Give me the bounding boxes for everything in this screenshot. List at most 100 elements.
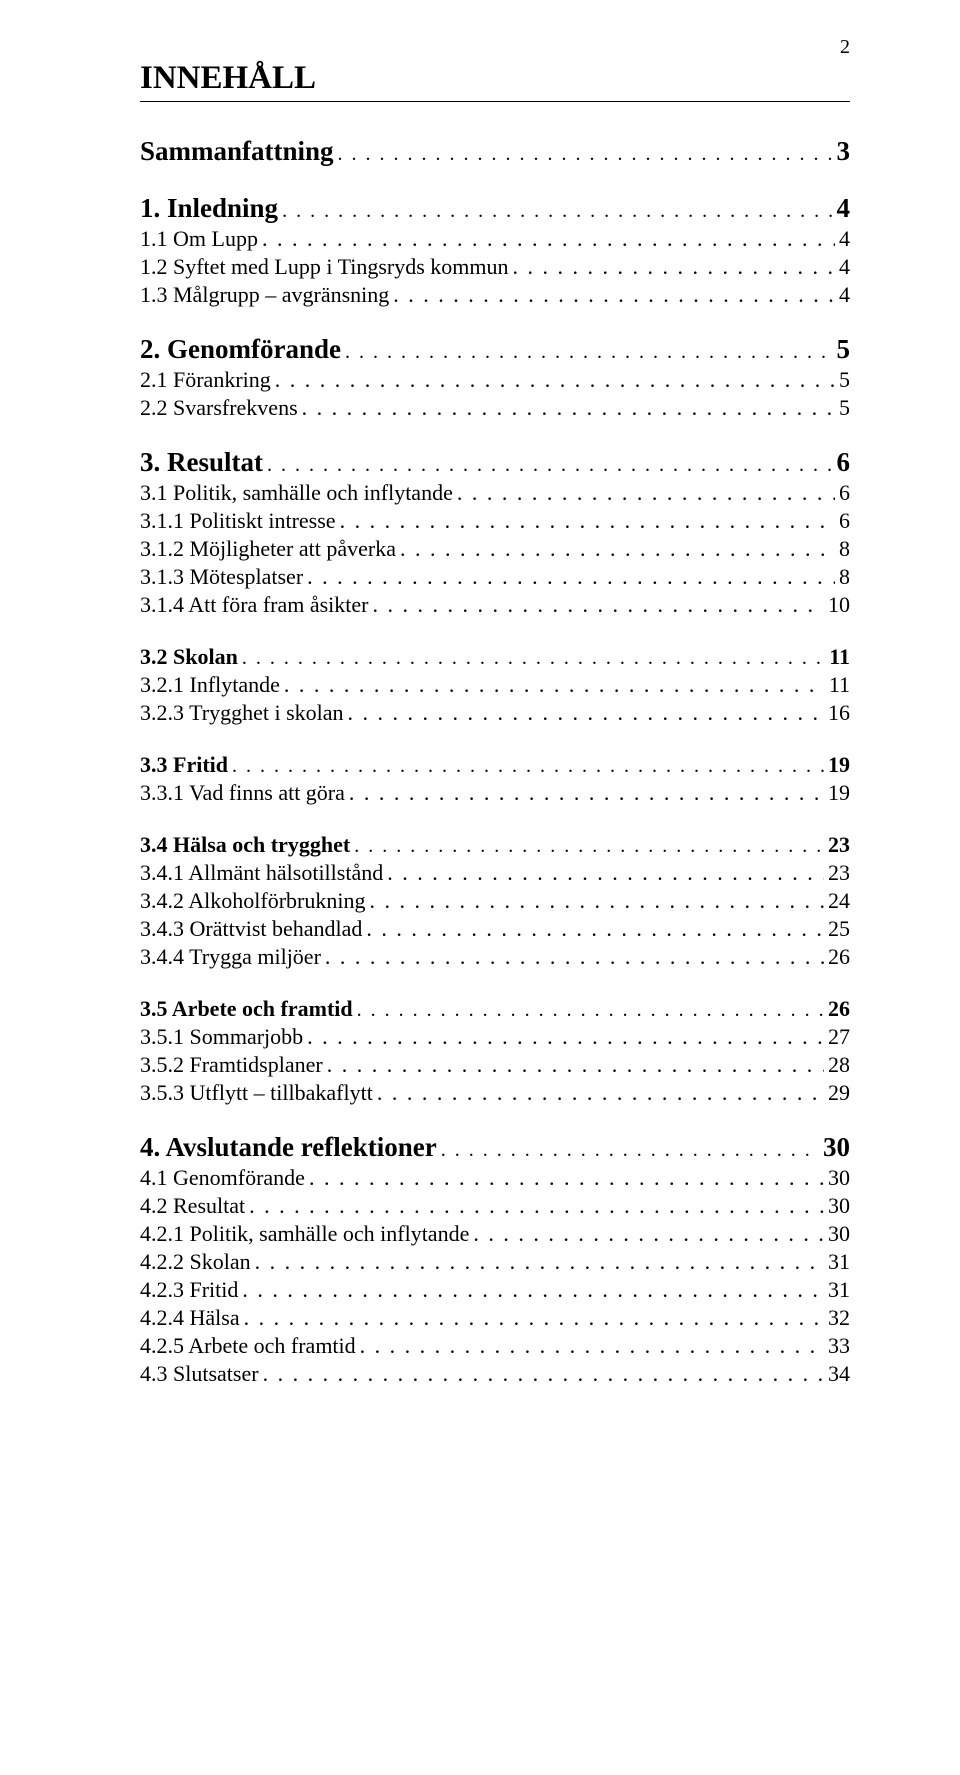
toc-entry: 4.2.4 Hälsa. . . . . . . . . . . . . . .… [140, 1305, 850, 1331]
toc-entry: 4.2.5 Arbete och framtid. . . . . . . . … [140, 1333, 850, 1359]
toc-entry: 3.1.1 Politiskt intresse. . . . . . . . … [140, 508, 850, 534]
toc-leader-dots: . . . . . . . . . . . . . . . . . . . . … [357, 999, 824, 1022]
toc-entry: 3.1.2 Möjligheter att påverka. . . . . .… [140, 536, 850, 562]
toc-entry-label: 4. Avslutande reflektioner [140, 1132, 437, 1163]
toc-entry-label: 3.2 Skolan [140, 644, 238, 670]
toc-entry: 3.1.3 Mötesplatser. . . . . . . . . . . … [140, 564, 850, 590]
toc-entry-page: 11 [829, 644, 850, 670]
toc-entry-label: 3.3 Fritid [140, 752, 228, 778]
toc-entry-page: 23 [828, 860, 850, 886]
toc-leader-dots: . . . . . . . . . . . . . . . . . . . . … [249, 1193, 824, 1219]
toc-entry: 3.5.1 Sommarjobb. . . . . . . . . . . . … [140, 1024, 850, 1050]
toc-leader-dots: . . . . . . . . . . . . . . . . . . . . … [338, 143, 833, 166]
toc-title: INNEHÅLL [140, 60, 850, 102]
toc-entry-label: 3.1.2 Möjligheter att påverka [140, 536, 396, 562]
toc-entry-label: 2.2 Svarsfrekvens [140, 395, 298, 421]
toc-entry-page: 26 [828, 996, 850, 1022]
toc-entry: 3.5.3 Utflytt – tillbakaflytt. . . . . .… [140, 1080, 850, 1106]
toc-entry-page: 28 [828, 1052, 850, 1078]
toc-leader-dots: . . . . . . . . . . . . . . . . . . . . … [349, 780, 824, 806]
toc-entry: 3.2 Skolan. . . . . . . . . . . . . . . … [140, 644, 850, 670]
toc-entry: 1.3 Målgrupp – avgränsning. . . . . . . … [140, 282, 850, 308]
toc-entry-label: 4.2.4 Hälsa [140, 1305, 240, 1331]
toc-entry-page: 8 [839, 564, 850, 590]
toc-leader-dots: . . . . . . . . . . . . . . . . . . . . … [441, 1139, 819, 1162]
toc-entry: 3.4.1 Allmänt hälsotillstånd. . . . . . … [140, 860, 850, 886]
toc-leader-dots: . . . . . . . . . . . . . . . . . . . . … [377, 1080, 824, 1106]
toc-block: 4. Avslutande reflektioner. . . . . . . … [140, 1132, 850, 1387]
toc-leader-dots: . . . . . . . . . . . . . . . . . . . . … [275, 367, 835, 393]
toc-leader-dots: . . . . . . . . . . . . . . . . . . . . … [360, 1333, 824, 1359]
toc-entry-page: 19 [828, 780, 850, 806]
toc-entry-label: 1.2 Syftet med Lupp i Tingsryds kommun [140, 254, 509, 280]
toc-entry-label: 3.4.1 Allmänt hälsotillstånd [140, 860, 383, 886]
toc-leader-dots: . . . . . . . . . . . . . . . . . . . . … [282, 200, 832, 223]
toc-entry: 3.3 Fritid. . . . . . . . . . . . . . . … [140, 752, 850, 778]
toc-entry-page: 10 [828, 592, 850, 618]
page-number: 2 [840, 36, 850, 59]
toc-entry-label: 3.1.4 Att föra fram åsikter [140, 592, 369, 618]
toc-entry-label: 3.1.3 Mötesplatser [140, 564, 303, 590]
toc-entry: 2.1 Förankring. . . . . . . . . . . . . … [140, 367, 850, 393]
toc-entry: 4.2 Resultat. . . . . . . . . . . . . . … [140, 1193, 850, 1219]
toc-entry-label: 4.2.5 Arbete och framtid [140, 1333, 356, 1359]
toc-entry-label: 3.4 Hälsa och trygghet [140, 832, 350, 858]
toc-entry-page: 26 [828, 944, 850, 970]
toc-leader-dots: . . . . . . . . . . . . . . . . . . . . … [370, 888, 825, 914]
toc-entry-page: 30 [828, 1193, 850, 1219]
toc-entry: 3.1.4 Att föra fram åsikter. . . . . . .… [140, 592, 850, 618]
toc-leader-dots: . . . . . . . . . . . . . . . . . . . . … [232, 755, 824, 778]
toc-entry-label: 1.1 Om Lupp [140, 226, 258, 252]
toc-entry-label: 4.2.1 Politik, samhälle och inflytande [140, 1221, 469, 1247]
toc-block: Sammanfattning. . . . . . . . . . . . . … [140, 136, 850, 167]
toc-leader-dots: . . . . . . . . . . . . . . . . . . . . … [400, 536, 835, 562]
toc-entry-label: 3.5.1 Sommarjobb [140, 1024, 303, 1050]
toc-entry: 3.4.4 Trygga miljöer. . . . . . . . . . … [140, 944, 850, 970]
toc-entry-label: 3.1.1 Politiskt intresse [140, 508, 336, 534]
toc-entry-label: 1.3 Målgrupp – avgränsning [140, 282, 389, 308]
toc-leader-dots: . . . . . . . . . . . . . . . . . . . . … [307, 1024, 824, 1050]
toc-entry: 1.2 Syftet med Lupp i Tingsryds kommun. … [140, 254, 850, 280]
toc-entry-page: 27 [828, 1024, 850, 1050]
toc-entry-page: 8 [839, 536, 850, 562]
toc-leader-dots: . . . . . . . . . . . . . . . . . . . . … [242, 1277, 824, 1303]
toc-entry: 3.3.1 Vad finns att göra. . . . . . . . … [140, 780, 850, 806]
toc-entry: 4.2.1 Politik, samhälle och inflytande. … [140, 1221, 850, 1247]
toc-entry: 3.5 Arbete och framtid. . . . . . . . . … [140, 996, 850, 1022]
toc-entry-page: 33 [828, 1333, 850, 1359]
toc-leader-dots: . . . . . . . . . . . . . . . . . . . . … [325, 944, 824, 970]
toc-leader-dots: . . . . . . . . . . . . . . . . . . . . … [242, 647, 825, 670]
toc-entry: 3.2.3 Trygghet i skolan. . . . . . . . .… [140, 700, 850, 726]
toc-entry-label: 4.3 Slutsatser [140, 1361, 259, 1387]
toc-entry-page: 6 [837, 447, 851, 478]
toc-entry-label: 3.2.1 Inflytande [140, 672, 280, 698]
toc-entry: 3.4.3 Orättvist behandlad. . . . . . . .… [140, 916, 850, 942]
toc-leader-dots: . . . . . . . . . . . . . . . . . . . . … [262, 226, 835, 252]
toc-leader-dots: . . . . . . . . . . . . . . . . . . . . … [387, 860, 824, 886]
toc-leader-dots: . . . . . . . . . . . . . . . . . . . . … [307, 564, 835, 590]
toc-entry-label: 3.2.3 Trygghet i skolan [140, 700, 344, 726]
toc-entry: 4.3 Slutsatser. . . . . . . . . . . . . … [140, 1361, 850, 1387]
toc-entry-label: 4.2 Resultat [140, 1193, 245, 1219]
toc-entry-page: 25 [828, 916, 850, 942]
toc-leader-dots: . . . . . . . . . . . . . . . . . . . . … [255, 1249, 824, 1275]
toc-entry-page: 5 [839, 395, 850, 421]
toc-leader-dots: . . . . . . . . . . . . . . . . . . . . … [366, 916, 824, 942]
toc-entry-page: 6 [839, 480, 850, 506]
toc-entry-page: 30 [823, 1132, 850, 1163]
toc-leader-dots: . . . . . . . . . . . . . . . . . . . . … [373, 592, 825, 618]
toc-block: 3.4 Hälsa och trygghet . . . . . . . . . … [140, 832, 850, 970]
toc-entry-page: 30 [828, 1221, 850, 1247]
toc-entry-label: 4.1 Genomförande [140, 1165, 305, 1191]
toc-entry-page: 34 [828, 1361, 850, 1387]
toc-entry: 3.2.1 Inflytande. . . . . . . . . . . . … [140, 672, 850, 698]
toc-entry: 3.4 Hälsa och trygghet. . . . . . . . . … [140, 832, 850, 858]
toc-entry-page: 5 [839, 367, 850, 393]
toc-entry-page: 19 [828, 752, 850, 778]
toc-entry: 3.1 Politik, samhälle och inflytande. . … [140, 480, 850, 506]
page: 2 INNEHÅLL Sammanfattning. . . . . . . .… [0, 0, 960, 1775]
table-of-contents: Sammanfattning. . . . . . . . . . . . . … [140, 136, 850, 1387]
toc-entry: 4. Avslutande reflektioner. . . . . . . … [140, 1132, 850, 1163]
toc-block: 1. Inledning. . . . . . . . . . . . . . … [140, 193, 850, 308]
toc-entry: Sammanfattning. . . . . . . . . . . . . … [140, 136, 850, 167]
